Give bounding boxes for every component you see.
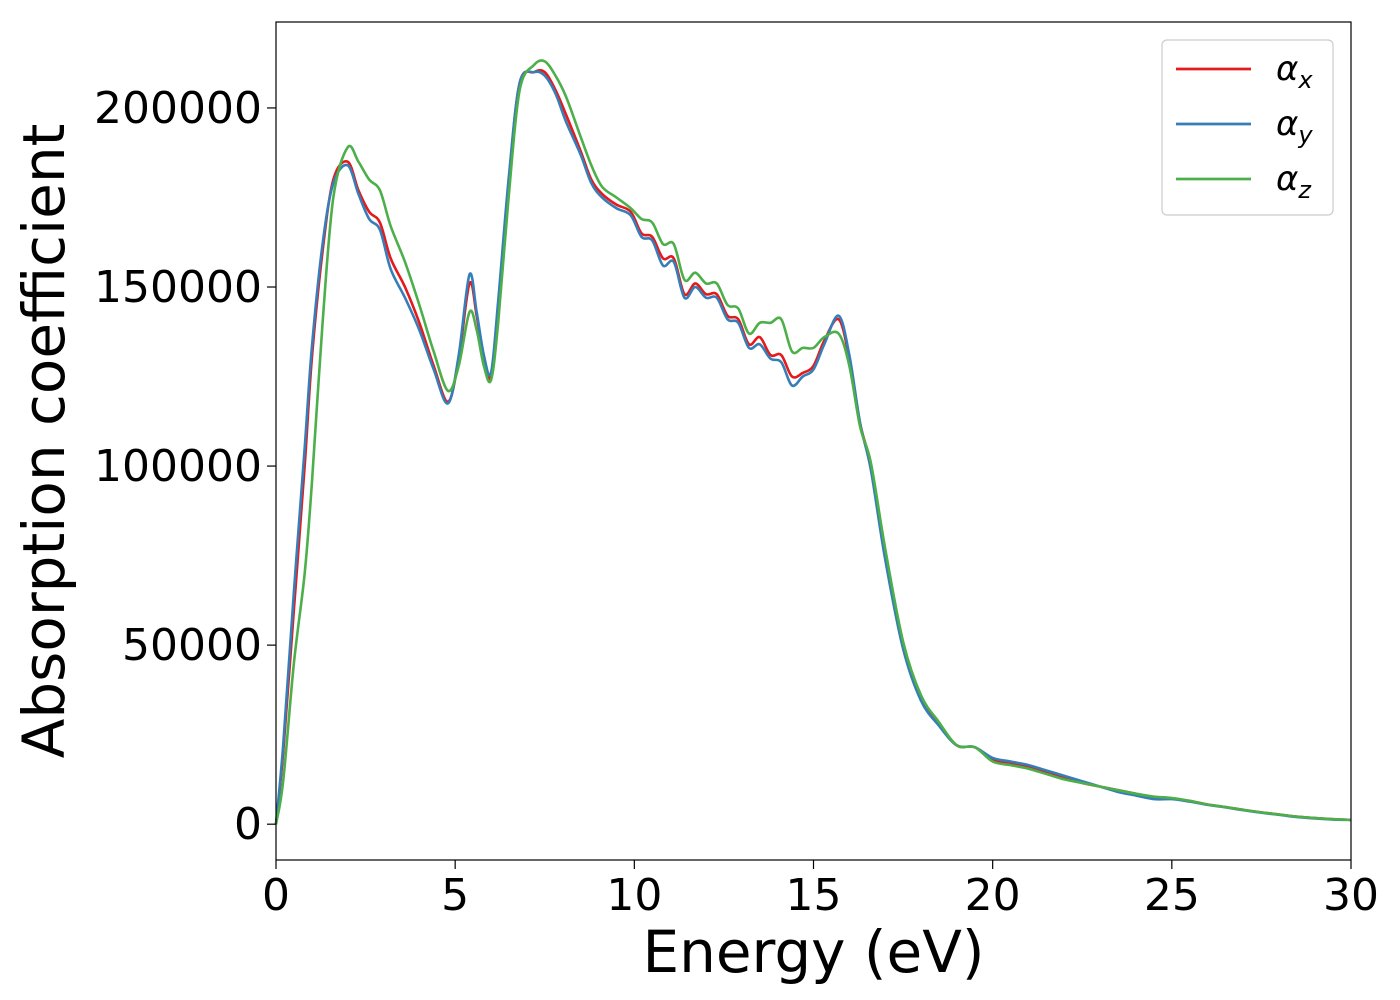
y-tick-label: 150000 bbox=[94, 262, 262, 313]
x-tick-label: 25 bbox=[1144, 870, 1200, 921]
y-axis-title: Absorption coefficient bbox=[10, 124, 78, 759]
y-tick-label: 200000 bbox=[94, 83, 262, 134]
y-tick-label: 100000 bbox=[94, 441, 262, 492]
x-tick-label: 15 bbox=[786, 870, 842, 921]
x-tick-label: 20 bbox=[965, 870, 1021, 921]
x-tick-label: 5 bbox=[441, 870, 469, 921]
x-tick-label: 0 bbox=[262, 870, 290, 921]
x-axis: 0 5 10 15 20 25 30 bbox=[262, 860, 1379, 921]
legend-label-alpha-x: αx bbox=[1276, 49, 1313, 94]
y-tick-label: 0 bbox=[234, 799, 262, 850]
y-tick-label: 50000 bbox=[122, 620, 262, 671]
x-axis-title: Energy (eV) bbox=[642, 918, 984, 986]
x-tick-label: 10 bbox=[606, 870, 662, 921]
series-layer bbox=[274, 59, 1352, 825]
series-line-alpha-z bbox=[274, 59, 1352, 825]
x-tick-label: 30 bbox=[1323, 870, 1379, 921]
legend-label-alpha-z: αz bbox=[1276, 159, 1312, 204]
y-axis: 0 50000 100000 150000 200000 bbox=[94, 83, 276, 850]
legend-label-alpha-y: αy bbox=[1276, 104, 1313, 149]
legend-box bbox=[1161, 39, 1334, 216]
legend: αx αy αz bbox=[1161, 39, 1334, 216]
